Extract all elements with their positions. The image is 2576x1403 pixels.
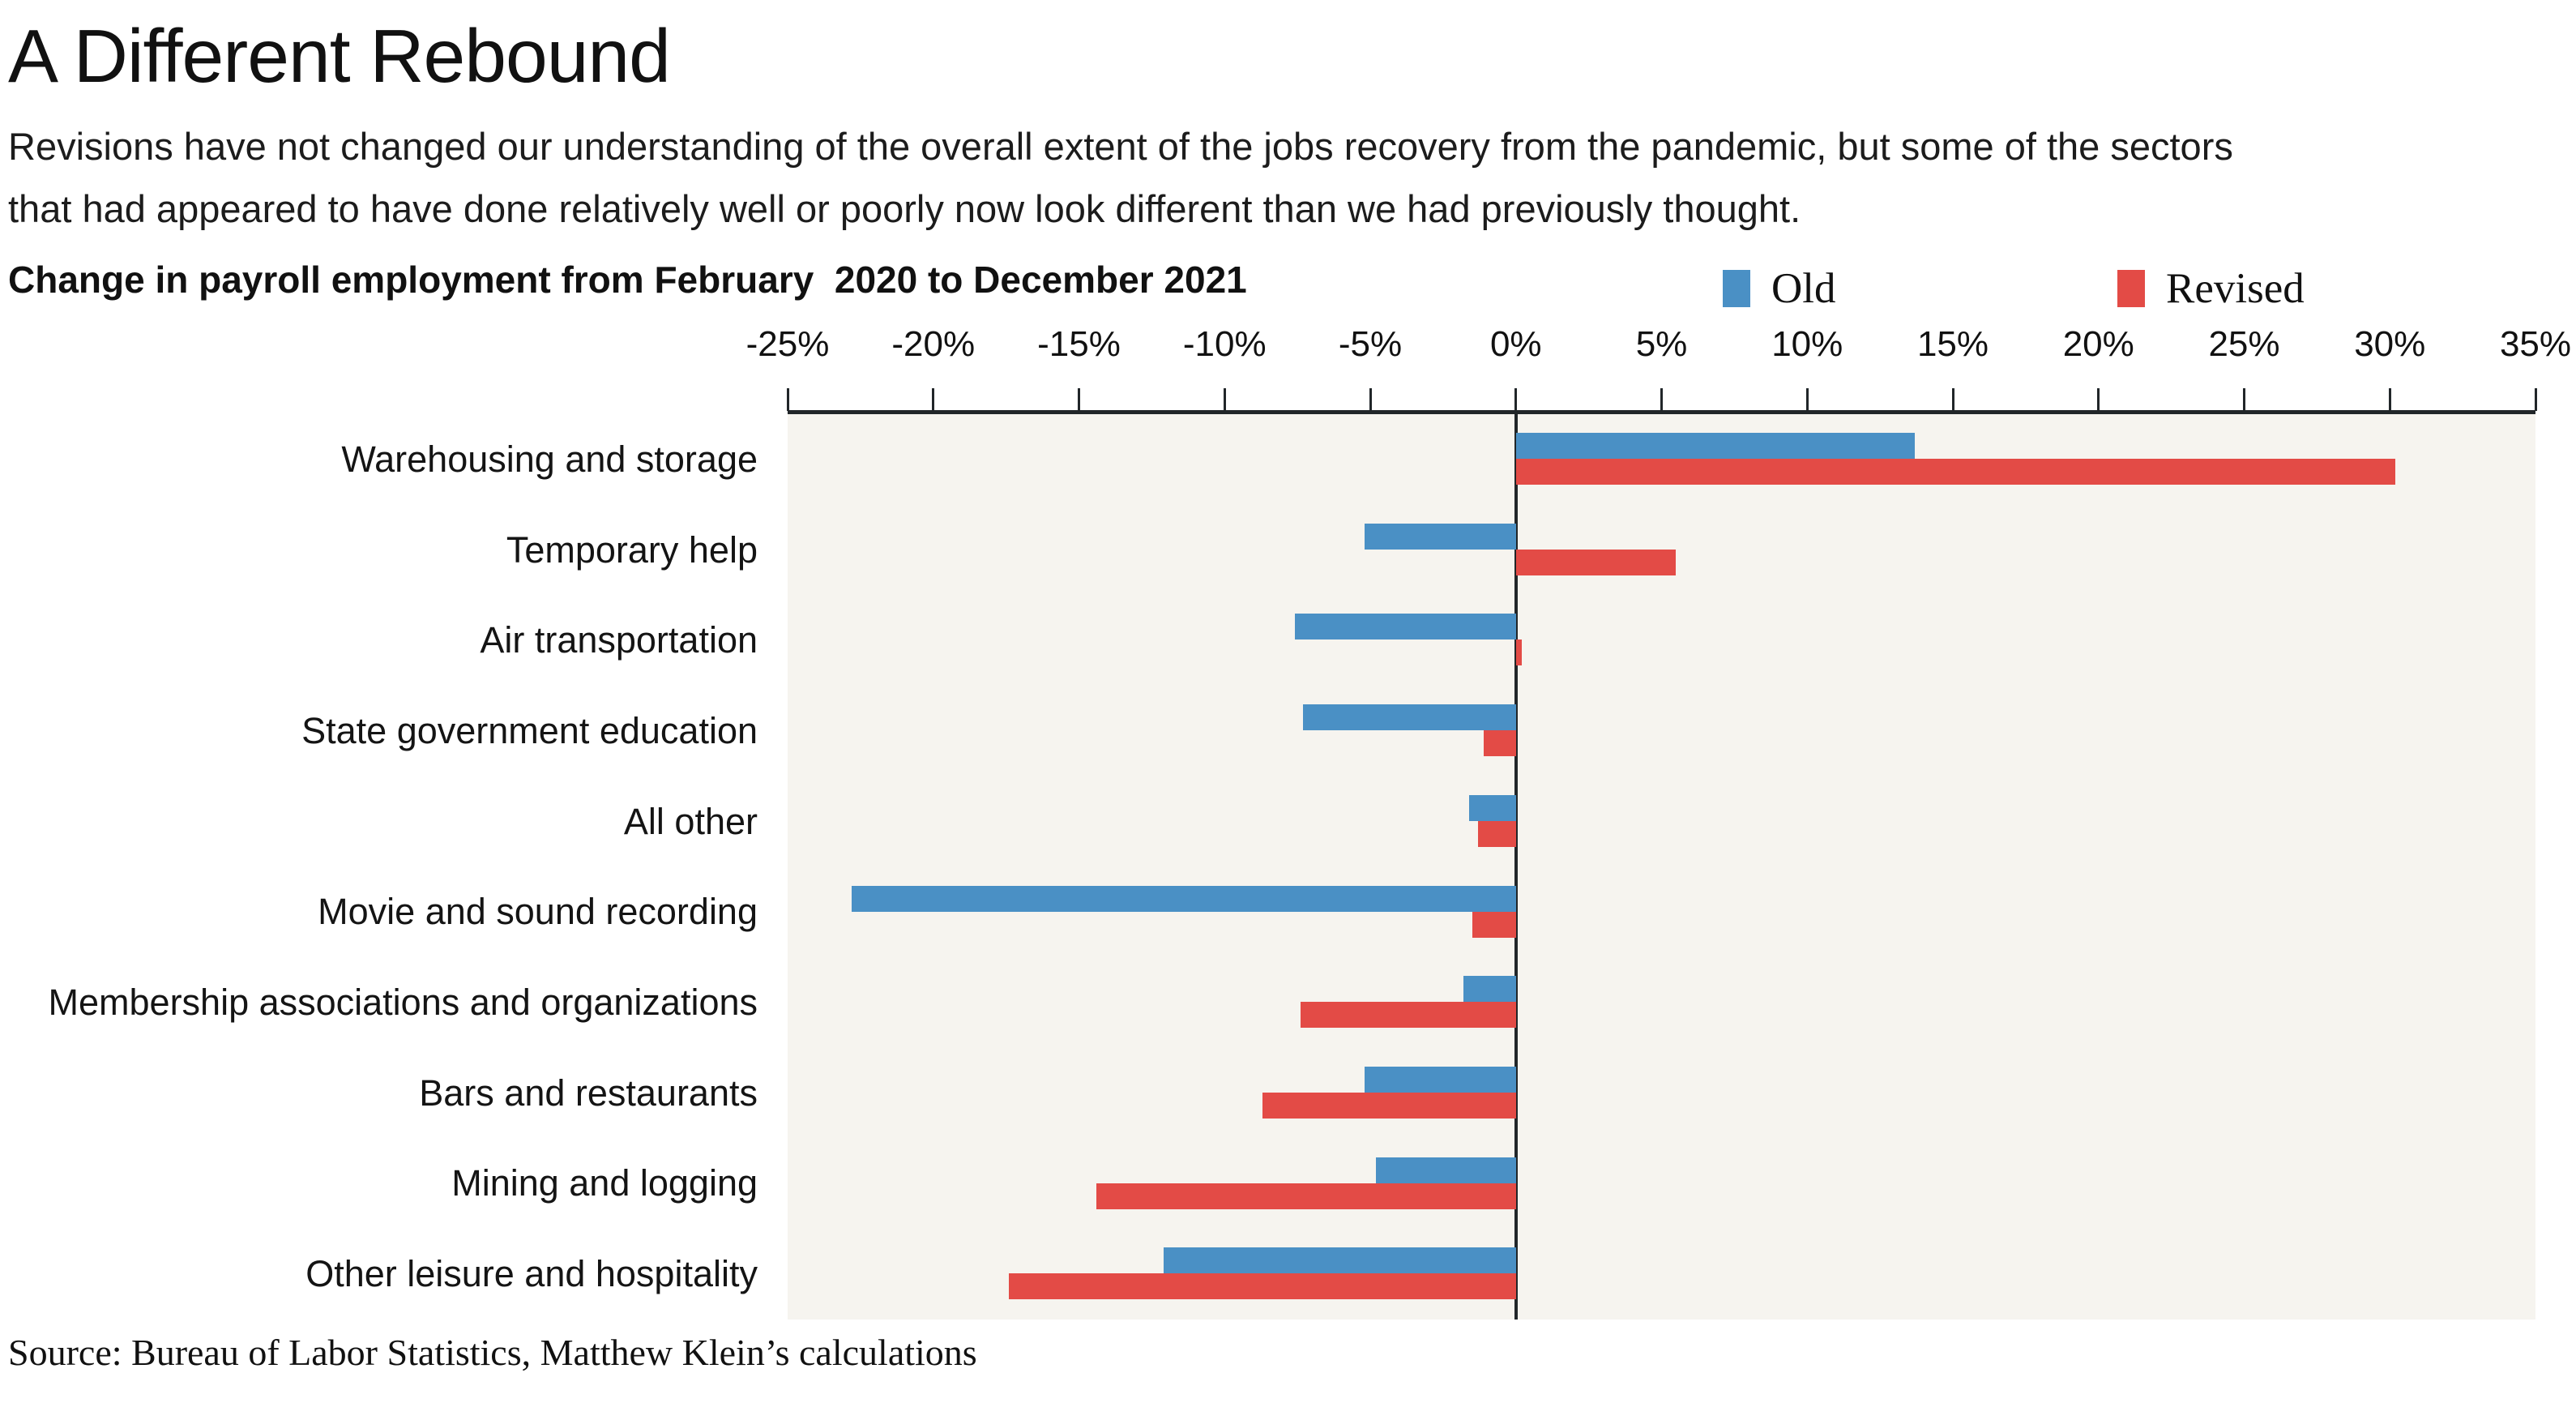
x-tick-mark — [2243, 388, 2245, 411]
category-label: Other leisure and hospitality — [305, 1253, 758, 1295]
x-tick-mark — [1660, 388, 1663, 411]
bar-old — [1515, 433, 1916, 459]
category-label: Bars and restaurants — [419, 1071, 758, 1114]
bar-old — [1294, 614, 1516, 640]
bar-revised — [1262, 1092, 1516, 1119]
legend-item-old: Old — [1723, 263, 1836, 314]
x-tick-label: 0% — [1489, 324, 1542, 364]
category-label: Movie and sound recording — [318, 891, 758, 933]
bar-old — [1469, 794, 1516, 821]
x-tick-label: -20% — [891, 324, 976, 364]
category-label: All other — [623, 800, 758, 842]
x-tick-mark — [2388, 388, 2391, 411]
chart-heading: Change in payroll employment from Februa… — [8, 259, 1247, 301]
legend-swatch-revised — [2117, 270, 2145, 307]
x-tick-label: 25% — [2208, 324, 2280, 364]
bar-old — [1163, 1247, 1516, 1274]
x-tick-label: 15% — [1916, 324, 1989, 364]
x-tick-label: 10% — [1771, 324, 1843, 364]
x-tick-label: -15% — [1037, 324, 1121, 364]
x-tick-mark — [1805, 388, 1809, 411]
category-label: Warehousing and storage — [341, 438, 758, 480]
bar-old — [1376, 1157, 1516, 1183]
bar-revised — [1515, 639, 1522, 666]
x-tick-label: -10% — [1182, 324, 1267, 364]
subtitle: Revisions have not changed our understan… — [8, 115, 2233, 240]
legend-item-revised: Revised — [2117, 263, 2305, 314]
page-title: A Different Rebound — [8, 14, 671, 98]
legend-label: Old — [1771, 265, 1836, 312]
bar-revised — [1515, 459, 2396, 485]
bar-revised — [1096, 1183, 1516, 1209]
x-tick-mark — [932, 388, 935, 411]
bar-old — [1463, 976, 1516, 1003]
x-tick-label: 5% — [1635, 324, 1688, 364]
x-tick-label: 30% — [2354, 324, 2426, 364]
bar-old — [1364, 523, 1516, 550]
x-tick-label: 35% — [2499, 324, 2572, 364]
x-tick-label: 20% — [2062, 324, 2134, 364]
bar-revised — [1472, 911, 1516, 938]
x-tick-label: -5% — [1338, 324, 1403, 364]
bar-revised — [1484, 730, 1516, 757]
bar-old — [1364, 1066, 1516, 1093]
subtitle-line-1: Revisions have not changed our understan… — [8, 125, 2233, 168]
bar-old — [1303, 704, 1516, 731]
x-tick-mark — [1078, 388, 1080, 411]
category-label: State government education — [301, 709, 758, 751]
bar-revised — [1300, 1002, 1516, 1029]
source-note: Source: Bureau of Labor Statistics, Matt… — [8, 1332, 977, 1373]
x-tick-mark — [2534, 388, 2537, 411]
legend-swatch-old — [1723, 270, 1750, 307]
x-tick-mark — [786, 388, 789, 411]
x-axis-line — [788, 410, 2535, 414]
category-label: Membership associations and organization… — [48, 982, 758, 1024]
x-tick-mark — [1951, 388, 1954, 411]
subtitle-line-2: that had appeared to have done relativel… — [8, 187, 1801, 230]
x-tick-mark — [1369, 388, 1372, 411]
zero-line — [1514, 414, 1518, 1320]
x-tick-mark — [1223, 388, 1226, 411]
x-tick-label: -25% — [745, 324, 830, 364]
category-label: Air transportation — [480, 619, 758, 661]
bar-revised — [1478, 820, 1516, 847]
category-label: Temporary help — [506, 528, 758, 571]
bar-revised — [1515, 549, 1677, 575]
bar-revised — [1009, 1273, 1516, 1300]
legend-label: Revised — [2166, 265, 2305, 312]
x-tick-mark — [1514, 388, 1518, 411]
category-label: Mining and logging — [451, 1162, 758, 1204]
x-tick-mark — [2097, 388, 2100, 411]
bar-old — [852, 885, 1516, 912]
